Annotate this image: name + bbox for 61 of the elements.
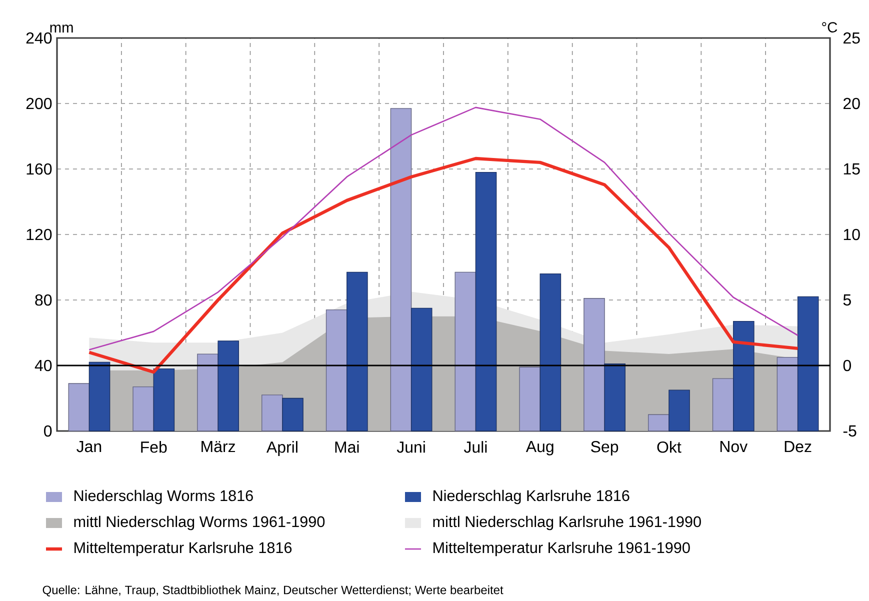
legend-label: Niederschlag Worms 1816 <box>74 490 253 504</box>
y-tick-label: 160 <box>26 163 52 175</box>
x-tick-label: April <box>266 441 298 456</box>
y-tick-label: 40 <box>34 360 52 372</box>
bar <box>218 340 239 432</box>
y2-tick-label: 0 <box>843 360 851 372</box>
y-tick-label: 0 <box>44 425 52 437</box>
x-tick-label: Nov <box>720 441 748 452</box>
legend-label: mittl Niederschlag Worms 1961-1990 <box>74 516 325 530</box>
y-tick-label: 200 <box>26 98 52 110</box>
bar <box>390 108 412 432</box>
y-tick-label: 80 <box>35 294 52 306</box>
bar <box>68 383 90 432</box>
legend-label: mittl Niederschlag Karlsruhe 1961-1990 <box>433 516 701 530</box>
y2-axis-title: °C <box>822 22 838 32</box>
bar <box>540 273 562 432</box>
y2-tick-label: 20 <box>844 98 860 110</box>
legend-label: Mitteltemperatur Karlsruhe 1816 <box>74 542 292 556</box>
bar <box>712 378 734 432</box>
x-tick-label: Feb <box>141 441 167 453</box>
bar <box>197 354 218 432</box>
y2-tick-label: 25 <box>844 32 860 44</box>
bar <box>153 368 175 432</box>
bar <box>797 296 819 432</box>
legend-label: Niederschlag Karlsruhe 1816 <box>434 490 630 504</box>
y2-tick-label: -5 <box>843 425 856 437</box>
bar <box>604 364 626 432</box>
bar <box>326 309 348 432</box>
bar <box>262 394 283 432</box>
bar <box>346 272 368 432</box>
line-series <box>88 156 800 374</box>
y-tick-label: 240 <box>26 32 52 44</box>
x-tick-label: Sep <box>591 441 618 456</box>
bar <box>410 308 432 432</box>
bar <box>733 320 754 432</box>
bar <box>88 362 110 432</box>
x-tick-label: Juni <box>396 441 425 453</box>
x-tick-label: Juli <box>464 441 487 453</box>
x-tick-label: Aug <box>526 441 554 456</box>
y2-tick-label: 5 <box>843 294 851 306</box>
bar <box>668 390 690 432</box>
y2-tick-label: 10 <box>844 228 860 240</box>
line-series <box>88 106 798 350</box>
x-tick-label: Jan <box>76 441 102 452</box>
x-tick-label: März <box>202 441 236 452</box>
x-tick-label: Dez <box>784 441 812 452</box>
x-tick-label: Mai <box>335 441 359 453</box>
bar <box>282 398 304 432</box>
source-note: Quelle: Lähne, Traup, Stadtbibliothek Mainz, Deutscher Wetterdienst; Werte bearbeitet <box>42 585 504 597</box>
x-tick-label: Okt <box>657 441 682 453</box>
bar <box>132 386 154 432</box>
bar <box>519 366 540 432</box>
y-axis-title: mm <box>50 24 73 32</box>
bar <box>584 298 605 432</box>
bar <box>454 272 476 432</box>
y2-tick-label: 15 <box>844 163 860 175</box>
legend-label: Mitteltemperatur Karlsruhe 1961-1990 <box>434 542 690 556</box>
bar <box>648 414 670 432</box>
bar <box>475 172 497 432</box>
bar <box>776 356 798 432</box>
y-tick-label: 120 <box>26 228 52 240</box>
